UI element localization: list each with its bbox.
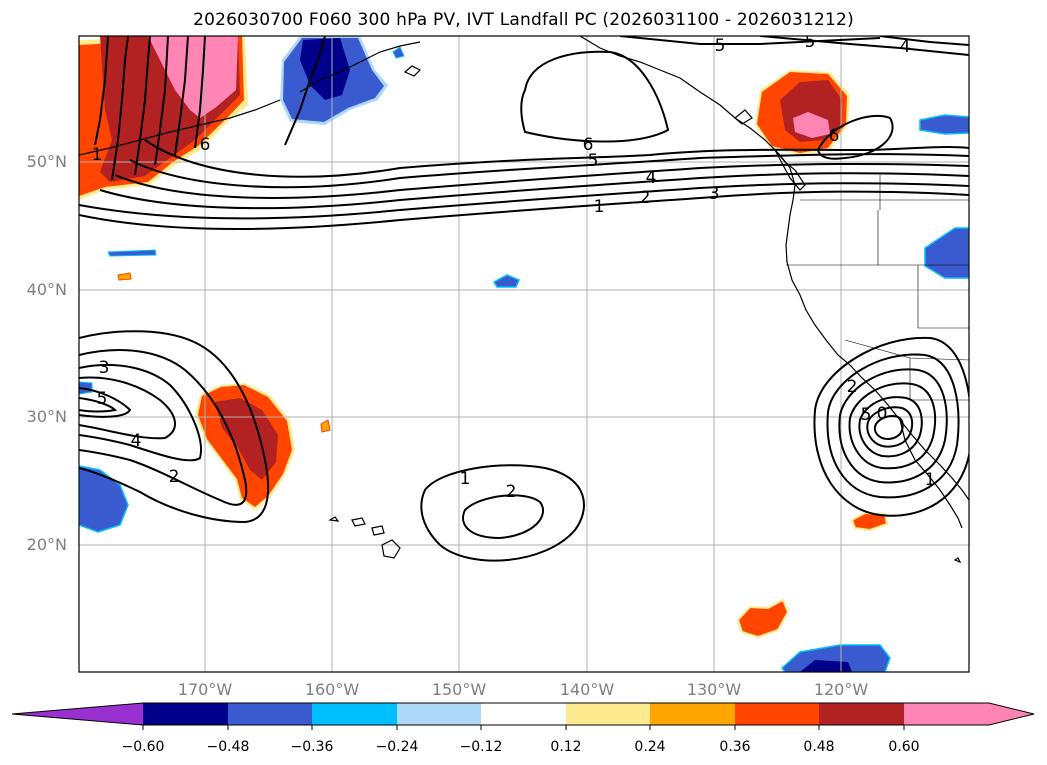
colorbar-segment — [481, 703, 566, 725]
pv-anomaly-gulf-west — [280, 36, 388, 125]
contour-label: 6 — [829, 126, 840, 146]
lat-label: 50°N — [26, 152, 67, 171]
colorbar-tick-label: 0.12 — [550, 739, 582, 755]
map-frame — [78, 35, 970, 673]
colorbar-segment — [566, 703, 650, 725]
contour-label: 4 — [131, 431, 142, 451]
colorbar-segment — [735, 703, 819, 725]
colorbar — [11, 702, 1035, 730]
lon-label: 160°W — [304, 680, 360, 699]
map-field: 6 5 4 3 2 1 5 5 4 1 6 3 5 4 2 1 2 2 5 0 … — [79, 32, 969, 672]
colorbar-tick-label: −0.36 — [290, 739, 334, 755]
lat-label: 20°N — [26, 535, 67, 554]
colorbar-tick-label: −0.24 — [375, 739, 419, 755]
lon-label: 150°W — [431, 680, 487, 699]
colorbar-segment — [819, 703, 904, 725]
colorbar-segment — [650, 703, 735, 725]
pv-anomaly-northeast — [755, 70, 850, 155]
contour-label: 5 — [861, 405, 872, 425]
contour-label: 5 — [97, 389, 108, 409]
colorbar-extend-low — [12, 703, 143, 725]
colorbar-segment — [143, 703, 228, 725]
lon-label: 120°W — [813, 680, 869, 699]
graticule — [79, 36, 969, 672]
contour-label: 5 — [715, 36, 726, 56]
colorbar-segment — [397, 703, 481, 725]
colorbar-segment — [312, 703, 397, 725]
contour-label: 3 — [709, 184, 720, 204]
pv-anomaly-subtropical-west — [117, 272, 331, 510]
contour-label: 5 — [588, 151, 599, 171]
colorbar-extend-high — [989, 703, 1034, 725]
contour-label: 2 — [847, 377, 858, 397]
colorbar-tick-label: −0.48 — [206, 739, 250, 755]
ivt-contours — [79, 36, 969, 562]
colorbar-tick-label: −0.12 — [459, 739, 503, 755]
lon-label: 130°W — [686, 680, 742, 699]
colorbar-segment — [228, 703, 312, 725]
lon-label: 170°W — [177, 680, 233, 699]
contour-label: 5 — [805, 32, 816, 52]
contour-labels: 6 5 4 3 2 1 5 5 4 1 6 3 5 4 2 1 2 2 5 0 … — [92, 32, 936, 502]
coastlines — [79, 36, 969, 564]
contour-label: 6 — [200, 135, 211, 155]
contour-label: 0 — [877, 404, 888, 424]
pv-anomaly-small-negative — [79, 46, 969, 672]
contour-label: 6 — [583, 135, 594, 155]
lat-label: 30°N — [26, 407, 67, 426]
colorbar-tick-label: 0.48 — [803, 739, 835, 755]
lon-label: 140°W — [559, 680, 615, 699]
colorbar-tick-label: −0.60 — [121, 739, 165, 755]
map-title: 2026030700 F060 300 hPa PV, IVT Landfall… — [193, 10, 854, 30]
colorbar-segment — [904, 703, 989, 725]
contour-label: 4 — [900, 37, 911, 57]
contour-label: 4 — [646, 168, 657, 188]
contour-label: 2 — [640, 188, 651, 208]
colorbar-tick-label: 0.36 — [719, 739, 751, 755]
borders — [786, 175, 969, 401]
contour-label: 3 — [99, 358, 110, 378]
contour-label: 1 — [92, 145, 103, 165]
colorbar-tick-label: 0.24 — [634, 739, 666, 755]
contour-label: 2 — [169, 467, 180, 487]
contour-label: 1 — [594, 197, 605, 217]
colorbar-tick-label: 0.60 — [888, 739, 920, 755]
contour-label: 1 — [925, 470, 936, 490]
pv-anomaly-small-positive — [736, 511, 889, 639]
contour-label: 1 — [460, 469, 471, 489]
contour-label: 2 — [506, 482, 517, 502]
pv-anomaly-northwest — [79, 36, 248, 200]
lat-label: 40°N — [26, 280, 67, 299]
